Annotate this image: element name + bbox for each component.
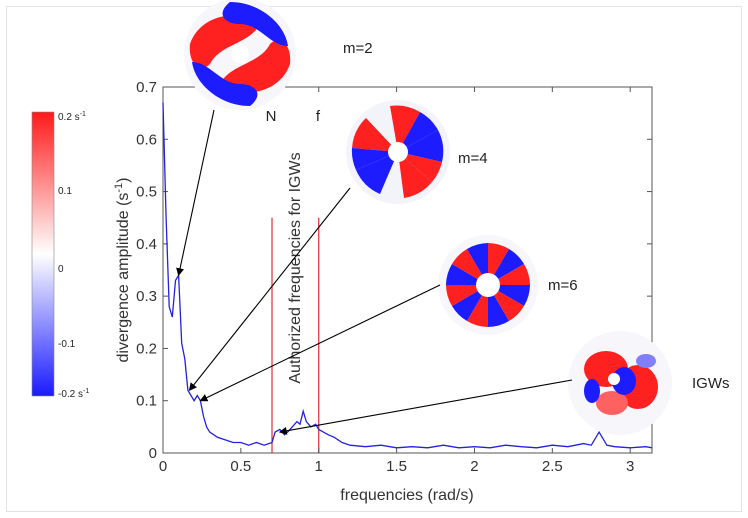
colorbar-tick-label: -0.1: [58, 339, 76, 350]
annotation-arrow: [278, 379, 573, 435]
annotation-arrow: [199, 284, 441, 402]
x-tick-label: 1: [315, 458, 323, 475]
annotation-label-igws: IGWs: [692, 375, 730, 392]
y-tick-label: 0.2: [136, 340, 157, 357]
x-axis-label: frequencies (rad/s): [340, 487, 473, 504]
colorbar: 0.2 s-1 0.1 0 -0.1 -0.2 s-1: [31, 111, 89, 400]
plot-area: [162, 86, 653, 454]
mode-thumbnail-m6: [438, 235, 538, 335]
y-axis-label: divergence amplitude (s-1): [113, 178, 132, 363]
annotation-label-m4: m=4: [458, 150, 488, 167]
annotation-arrows: [176, 109, 573, 435]
y-tick-label: 0.3: [136, 288, 157, 305]
vline-label-f: f: [316, 108, 321, 125]
y-tick-label: 0.4: [136, 236, 157, 253]
series-line: [162, 102, 653, 449]
colorbar-bottom-label: -0.2 s-1: [58, 388, 89, 400]
colorbar-tick-label: 0.1: [58, 186, 72, 197]
annotation-label-m6: m=6: [548, 277, 578, 294]
colorbar-gradient: [31, 111, 55, 397]
annotation-arrow: [176, 109, 215, 277]
axis-ticks: 0 0.5 1 1.5 2 2.5 3 0 0.1 0.2 0.3 0.4 0.5 0.6 0.7: [136, 79, 652, 475]
annotation-arrow: [188, 187, 351, 392]
band-label: Authorized frequencies for IGWs: [287, 152, 304, 383]
x-tick-label: 2: [470, 458, 478, 475]
colorbar-top-label: 0.2 s-1: [58, 111, 86, 123]
series-layer: [162, 102, 653, 449]
vline-label-n: N: [266, 108, 277, 125]
mode-thumbnail-m2: [184, 0, 296, 110]
y-tick-label: 0: [149, 445, 157, 462]
mode-thumbnail-igws: [568, 331, 672, 435]
y-tick-label: 0.5: [136, 184, 157, 201]
x-tick-label: 2.5: [542, 458, 563, 475]
y-tick-label: 0.7: [136, 79, 157, 96]
colorbar-tick-label: 0: [58, 264, 64, 275]
x-tick-label: 3: [626, 458, 634, 475]
x-tick-label: 1.5: [386, 458, 407, 475]
x-tick-label: 0: [159, 458, 167, 475]
x-tick-label: 0.5: [230, 458, 251, 475]
frequency-markers: [271, 217, 320, 453]
y-tick-label: 0.6: [136, 131, 157, 148]
figure-frame: [6, 6, 742, 512]
y-tick-label: 0.1: [136, 393, 157, 410]
annotation-label-m2: m=2: [343, 40, 373, 57]
mode-thumbnail-m4: [346, 100, 450, 204]
